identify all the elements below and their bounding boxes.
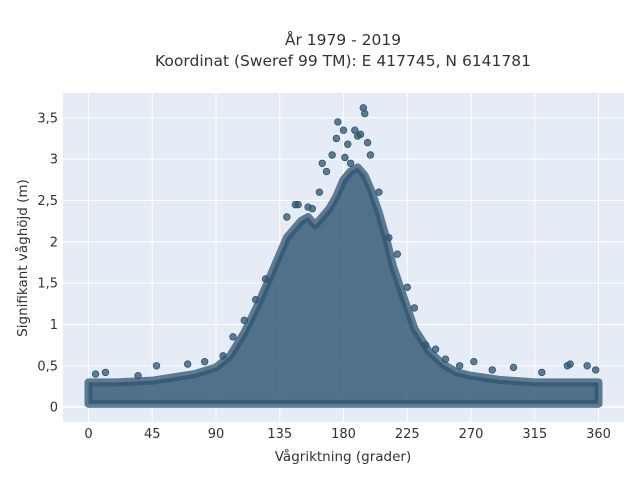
x-tick-label: 135 xyxy=(267,427,292,442)
data-point xyxy=(431,345,440,353)
x-tick-label: 180 xyxy=(331,427,356,442)
data-point xyxy=(283,213,291,221)
data-point xyxy=(385,233,393,242)
y-tick-label: 0 xyxy=(50,401,58,416)
data-point xyxy=(261,275,270,283)
data-point xyxy=(344,140,352,148)
data-point xyxy=(509,363,518,372)
y-axis-label: Signifikant våghöjd (m) xyxy=(14,179,31,337)
data-point xyxy=(328,151,336,159)
data-point xyxy=(322,167,331,176)
data-point xyxy=(488,366,496,374)
y-tick-label: 2,5 xyxy=(37,194,58,209)
data-point xyxy=(351,126,359,134)
data-point xyxy=(583,362,591,370)
data-point xyxy=(356,130,365,139)
x-axis-ticks: 0 45 90 135 180 225 270 315 360 xyxy=(84,427,611,442)
y-axis-ticks: 0 0,5 1 1,5 2 2,5 3 3,5 xyxy=(37,111,58,415)
x-tick-label: 315 xyxy=(522,427,547,442)
data-point xyxy=(470,357,478,366)
x-tick-label: 360 xyxy=(586,427,611,442)
data-density-band xyxy=(84,163,603,408)
x-axis-label: Vågriktning (grader) xyxy=(275,448,412,465)
data-point xyxy=(332,134,341,143)
data-point xyxy=(315,188,324,196)
x-tick-label: 45 xyxy=(144,427,161,442)
chart-title-line2: Koordinat (Sweref 99 TM): E 417745, N 61… xyxy=(155,52,531,70)
data-point xyxy=(366,151,375,159)
y-tick-label: 1,5 xyxy=(37,277,58,292)
data-point xyxy=(91,370,100,378)
data-point xyxy=(334,118,342,126)
data-point xyxy=(455,362,464,370)
data-point xyxy=(421,341,430,349)
y-tick-label: 3 xyxy=(50,153,58,168)
data-point xyxy=(308,205,317,213)
data-point xyxy=(410,304,419,312)
data-point xyxy=(346,159,355,167)
data-point xyxy=(363,138,372,147)
y-tick-label: 1 xyxy=(50,318,58,333)
data-point xyxy=(294,200,302,209)
data-point xyxy=(339,126,348,134)
data-point xyxy=(403,283,411,291)
data-point xyxy=(240,316,249,325)
data-point xyxy=(591,366,600,374)
data-point xyxy=(251,295,260,304)
data-point xyxy=(341,153,349,162)
data-point xyxy=(101,368,110,377)
data-point xyxy=(375,188,383,196)
data-point xyxy=(318,159,326,167)
data-point xyxy=(538,368,546,377)
x-tick-label: 90 xyxy=(208,427,225,442)
y-tick-label: 3,5 xyxy=(37,111,58,126)
x-tick-label: 270 xyxy=(459,427,484,442)
x-tick-label: 225 xyxy=(395,427,420,442)
data-point xyxy=(219,352,227,360)
data-point xyxy=(441,355,450,363)
data-point xyxy=(134,372,142,380)
data-point xyxy=(566,360,574,368)
x-tick-label: 0 xyxy=(84,427,92,442)
data-points xyxy=(91,104,600,380)
data-point xyxy=(229,333,237,341)
data-point xyxy=(393,250,402,258)
data-point-cloud xyxy=(84,163,603,408)
chart-title-line1: År 1979 - 2019 xyxy=(285,30,401,49)
data-point xyxy=(152,362,161,370)
y-tick-label: 0,5 xyxy=(37,359,58,374)
y-tick-label: 2 xyxy=(50,235,58,250)
data-point xyxy=(200,357,209,366)
data-point xyxy=(183,360,192,368)
data-point xyxy=(361,109,369,118)
